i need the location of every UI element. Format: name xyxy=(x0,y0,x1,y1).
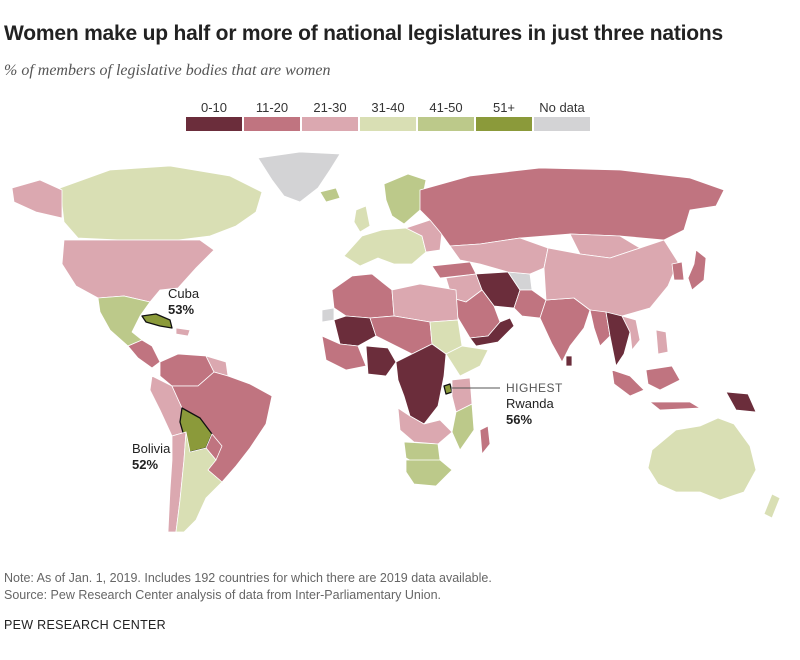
callout-rwanda-value: 56% xyxy=(506,412,533,427)
region-korea xyxy=(671,261,685,281)
world-map xyxy=(11,151,781,533)
legend-item-41-50: 41-50 xyxy=(418,99,474,131)
legend-item-0-10: 0-10 xyxy=(186,99,242,131)
legend-label: 41-50 xyxy=(429,100,463,115)
region-western-europe xyxy=(343,227,427,267)
chart-title: Women make up half or more of national l… xyxy=(4,22,723,45)
region-philippines xyxy=(655,329,669,355)
callout-cuba-value: 53% xyxy=(168,302,195,317)
legend-swatch xyxy=(244,117,300,131)
region-australia xyxy=(647,417,757,501)
callout-cuba-name: Cuba xyxy=(168,286,200,301)
callout-rwanda-tag: HIGHEST xyxy=(506,381,563,395)
legend-swatch xyxy=(302,117,358,131)
region-greenland xyxy=(257,151,341,203)
legend-item-51-plus: 51+ xyxy=(476,99,532,131)
region-yemen-oman xyxy=(469,317,515,347)
legend-label: 21-30 xyxy=(313,100,347,115)
region-china xyxy=(543,239,679,317)
region-ethiopia-horn xyxy=(445,345,489,377)
callout-rwanda-name: Rwanda xyxy=(506,396,554,411)
region-iceland xyxy=(319,187,341,203)
region-central-africa-dark xyxy=(395,343,447,425)
legend-item-31-40: 31-40 xyxy=(360,99,416,131)
region-libya-egypt xyxy=(391,283,459,323)
region-nigeria xyxy=(365,345,397,377)
region-sri-lanka xyxy=(565,355,573,367)
chart-subtitle: % of members of legislative bodies that … xyxy=(4,62,331,79)
legend-swatch xyxy=(418,117,474,131)
region-central-asia xyxy=(449,237,549,275)
notes: Note: As of Jan. 1, 2019. Includes 192 c… xyxy=(4,570,492,604)
footer-source: PEW RESEARCH CENTER xyxy=(4,618,166,632)
legend-item-21-30: 21-30 xyxy=(302,99,358,131)
callout-bolivia-name: Bolivia xyxy=(132,441,171,456)
legend-label: 0-10 xyxy=(200,100,228,115)
region-argentina xyxy=(175,431,223,533)
region-western-sahara xyxy=(321,307,335,323)
region-north-africa-west xyxy=(331,273,395,319)
source-line: Source: Pew Research Center analysis of … xyxy=(4,588,441,602)
callout-bolivia: Bolivia 52% xyxy=(132,441,170,473)
region-india xyxy=(539,297,591,363)
region-malaysia-indonesia xyxy=(611,365,701,411)
region-alaska xyxy=(11,179,63,219)
legend-label: 31-40 xyxy=(371,100,405,115)
legend-item-no-data: No data xyxy=(534,99,590,131)
region-papua-new-guinea xyxy=(725,391,757,413)
region-scandinavia xyxy=(383,173,427,225)
region-canada xyxy=(59,165,263,241)
region-uk xyxy=(353,205,371,233)
region-mali-niger xyxy=(333,315,377,347)
region-central-america xyxy=(127,339,161,369)
legend-label: No data xyxy=(539,100,585,115)
legend-label: 11-20 xyxy=(255,100,289,115)
legend-swatch xyxy=(534,117,590,131)
region-cuba xyxy=(141,313,173,329)
region-vietnam xyxy=(621,315,641,351)
region-mexico xyxy=(97,295,151,347)
region-united-states xyxy=(61,239,215,303)
region-rwanda xyxy=(443,383,453,395)
region-west-africa-coast xyxy=(321,335,367,371)
region-mozambique xyxy=(451,403,475,451)
legend-swatch xyxy=(476,117,532,131)
note-line: Note: As of Jan. 1, 2019. Includes 192 c… xyxy=(4,571,492,585)
region-madagascar xyxy=(479,425,491,455)
legend-swatch xyxy=(186,117,242,131)
region-japan xyxy=(687,249,707,291)
legend: 0-10 11-20 21-30 31-40 41-50 51+ No data xyxy=(186,99,590,131)
callout-rwanda: HIGHEST Rwanda 56% xyxy=(506,380,563,428)
legend-swatch xyxy=(360,117,416,131)
callout-cuba: Cuba 53% xyxy=(168,286,199,318)
legend-label: 51+ xyxy=(492,100,516,115)
legend-item-11-20: 11-20 xyxy=(244,99,300,131)
region-new-zealand xyxy=(763,493,781,519)
region-caribbean xyxy=(175,327,191,337)
region-south-africa xyxy=(405,459,453,487)
region-myanmar xyxy=(589,309,611,347)
callout-bolivia-value: 52% xyxy=(132,457,159,472)
